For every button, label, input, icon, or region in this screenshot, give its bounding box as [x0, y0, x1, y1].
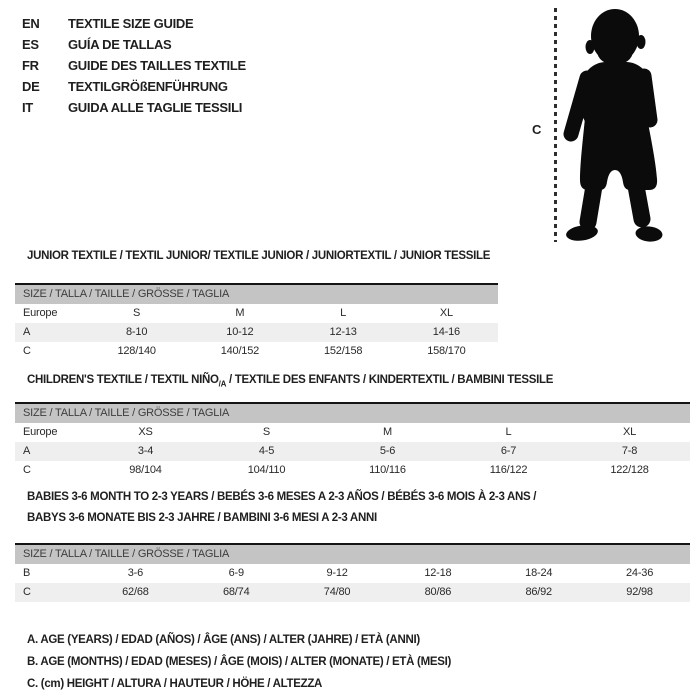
language-row-it: IT GUIDA ALLE TAGLIE TESSILI [22, 97, 246, 118]
footnote-list: A. AGE (YEARS) / EDAD (AÑOS) / ÂGE (ANS)… [27, 629, 451, 695]
children-size-table: SIZE / TALLA / TAILLE / GRÖSSE / TAGLIA … [15, 402, 690, 480]
size-cell: 24-36 [625, 567, 654, 579]
children-title-post: / TEXTILE DES ENFANTS / KINDERTEXTIL / B… [226, 374, 554, 386]
table-row-age: A 3-4 4-5 5-6 6-7 7-8 [15, 442, 690, 461]
language-title: GUIDE DES TAILLES TEXTILE [68, 58, 246, 73]
language-row-es: ES GUÍA DE TALLAS [22, 34, 246, 55]
language-title: GUÍA DE TALLAS [68, 37, 172, 52]
language-row-fr: FR GUIDE DES TAILLES TEXTILE [22, 55, 246, 76]
size-cell: 122/128 [610, 464, 649, 476]
size-cell: 8-10 [126, 326, 148, 338]
children-title-pre: CHILDREN'S TEXTILE / TEXTIL NIÑO [27, 374, 219, 386]
language-title-list: EN TEXTILE SIZE GUIDE ES GUÍA DE TALLAS … [22, 13, 246, 118]
row-label: C [23, 345, 31, 357]
babies-section-title-line2: BABYS 3-6 MONATE BIS 2-3 JAHRE / BAMBINI… [27, 511, 377, 525]
footnote-b: B. AGE (MONTHS) / EDAD (MESES) / ÂGE (MO… [27, 656, 452, 668]
size-cell: 74/80 [323, 586, 351, 598]
size-cell: 3-4 [137, 445, 154, 457]
row-label: Europe [23, 307, 58, 319]
size-cell: L [505, 426, 512, 438]
size-cell: 158/170 [427, 345, 466, 357]
table-row-europe: Europe S M L XL [15, 304, 498, 323]
junior-size-table: SIZE / TALLA / TAILLE / GRÖSSE / TAGLIA … [15, 283, 498, 361]
footnote-a: A. AGE (YEARS) / EDAD (AÑOS) / ÂGE (ANS)… [27, 634, 420, 646]
size-cell: 80/86 [424, 586, 452, 598]
language-title: TEXTILGRÖßENFÜHRUNG [68, 79, 228, 94]
size-cell: XL [622, 426, 637, 438]
language-title: TEXTILE SIZE GUIDE [68, 16, 194, 31]
size-cell: XS [138, 426, 153, 438]
junior-section-title: JUNIOR TEXTILE / TEXTIL JUNIOR/ TEXTILE … [27, 249, 490, 263]
size-cell: 7-8 [621, 445, 638, 457]
babies-section-title-line1: BABIES 3-6 MONTH TO 2-3 YEARS / BEBÉS 3-… [27, 490, 537, 504]
language-code: FR [22, 58, 39, 73]
table-row-height: C 62/68 68/74 74/80 80/86 86/92 92/98 [15, 583, 690, 602]
size-header-band: SIZE / TALLA / TAILLE / GRÖSSE / TAGLIA [15, 545, 690, 564]
footnote-c: C. (cm) HEIGHT / ALTURA / HAUTEUR / HÖHE… [27, 678, 323, 690]
size-cell: 9-12 [326, 567, 348, 579]
size-cell: 10-12 [226, 326, 254, 338]
language-code: EN [22, 16, 40, 31]
size-cell: 104/110 [247, 464, 286, 476]
baby-silhouette-icon [563, 9, 663, 242]
language-title: GUIDA ALLE TAGLIE TESSILI [68, 100, 243, 115]
height-measure-line [554, 8, 557, 242]
children-section-title: CHILDREN'S TEXTILE / TEXTIL NIÑO/A / TEX… [27, 373, 553, 391]
table-row-months: B 3-6 6-9 9-12 12-18 18-24 24-36 [15, 564, 690, 583]
size-cell: 6-9 [228, 567, 245, 579]
size-cell: 4-5 [258, 445, 275, 457]
row-label: C [23, 464, 31, 476]
size-cell: 12-13 [329, 326, 357, 338]
babies-size-table: SIZE / TALLA / TAILLE / GRÖSSE / TAGLIA … [15, 543, 690, 602]
size-cell: 128/140 [117, 345, 156, 357]
row-label: C [23, 586, 31, 598]
language-row-de: DE TEXTILGRÖßENFÜHRUNG [22, 76, 246, 97]
size-cell: L [340, 307, 347, 319]
row-label: Europe [23, 426, 58, 438]
size-cell: 3-6 [127, 567, 144, 579]
table-row-height: C 98/104 104/110 110/116 116/122 122/128 [15, 461, 690, 480]
size-cell: S [133, 307, 141, 319]
size-cell: 98/104 [129, 464, 162, 476]
row-label: A [23, 326, 31, 338]
size-header-band: SIZE / TALLA / TAILLE / GRÖSSE / TAGLIA [15, 285, 498, 304]
size-cell: 62/68 [122, 586, 149, 598]
babies-title-line2-text: BABYS 3-6 MONATE BIS 2-3 JAHRE / BAMBINI… [27, 512, 377, 524]
table-row-europe: Europe XS S M L XL [15, 423, 690, 442]
size-cell: 68/74 [222, 586, 250, 598]
size-cell: 140/152 [220, 345, 260, 357]
size-cell: 14-16 [432, 326, 460, 338]
size-cell: 6-7 [500, 445, 517, 457]
row-label: B [23, 567, 31, 579]
size-cell: 116/122 [489, 464, 528, 476]
size-cell: 5-6 [379, 445, 396, 457]
size-header-band: SIZE / TALLA / TAILLE / GRÖSSE / TAGLIA [15, 404, 690, 423]
row-label: A [23, 445, 31, 457]
language-code: IT [22, 100, 33, 115]
size-cell: 86/92 [525, 586, 552, 598]
size-cell: M [235, 307, 245, 319]
language-code: ES [22, 37, 39, 52]
size-cell: M [383, 426, 392, 438]
junior-section-title-text: JUNIOR TEXTILE / TEXTIL JUNIOR/ TEXTILE … [27, 250, 491, 262]
size-cell: 92/98 [626, 586, 653, 598]
babies-title-line1-text: BABIES 3-6 MONTH TO 2-3 YEARS / BEBÉS 3-… [27, 491, 537, 503]
size-cell: XL [439, 307, 453, 319]
language-row-en: EN TEXTILE SIZE GUIDE [22, 13, 246, 34]
size-cell: 12-18 [424, 567, 452, 579]
size-cell: 152/158 [323, 345, 363, 357]
children-title-sub: /A [218, 379, 227, 389]
size-cell: S [262, 426, 271, 438]
table-row-age: A 8-10 10-12 12-13 14-16 [15, 323, 498, 342]
table-row-height: C 128/140 140/152 152/158 158/170 [15, 342, 498, 361]
language-code: DE [22, 79, 40, 94]
height-measure-label: C [532, 122, 542, 137]
size-cell: 18-24 [525, 567, 553, 579]
size-cell: 110/116 [369, 464, 406, 476]
